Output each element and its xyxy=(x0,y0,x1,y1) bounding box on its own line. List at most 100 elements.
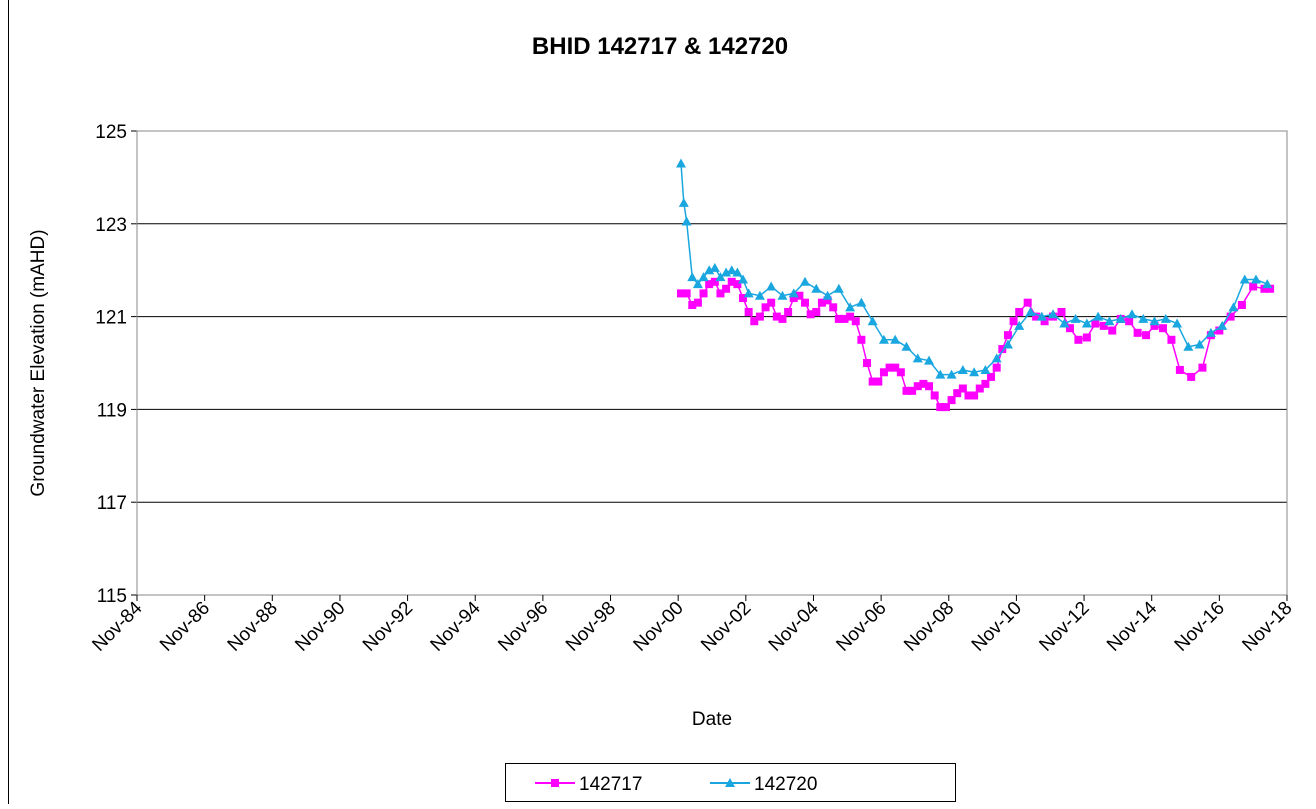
marker xyxy=(687,272,698,282)
x-tick-label: Nov-98 xyxy=(562,598,620,656)
marker xyxy=(941,403,950,412)
marker xyxy=(1194,339,1205,349)
marker xyxy=(767,298,776,307)
marker xyxy=(715,272,726,282)
marker xyxy=(1138,313,1149,323)
marker xyxy=(801,298,810,307)
x-tick-label: Nov-94 xyxy=(427,597,485,655)
x-tick-label: Nov-14 xyxy=(1103,597,1161,655)
marker xyxy=(991,353,1002,363)
y-tick-label: 121 xyxy=(95,308,127,329)
marker xyxy=(766,281,777,291)
marker xyxy=(867,316,878,326)
marker xyxy=(778,314,787,323)
marker xyxy=(902,386,911,395)
marker xyxy=(1133,328,1142,337)
marker xyxy=(1150,321,1159,330)
marker xyxy=(1226,312,1235,321)
plot-border xyxy=(136,130,1288,596)
marker xyxy=(891,363,900,372)
marker xyxy=(1108,326,1117,335)
marker xyxy=(777,290,788,300)
legend-marker xyxy=(551,779,559,787)
marker xyxy=(772,312,781,321)
marker xyxy=(981,379,990,388)
marker xyxy=(1032,312,1041,321)
chart-title: BHID 142717 & 142720 xyxy=(532,33,788,60)
marker xyxy=(845,302,856,312)
marker xyxy=(874,377,883,386)
marker xyxy=(1074,335,1083,344)
x-tick-label: Nov-12 xyxy=(1035,598,1093,656)
marker xyxy=(1262,279,1273,289)
marker xyxy=(1183,341,1194,351)
marker xyxy=(1125,317,1134,326)
marker xyxy=(1015,307,1024,316)
marker xyxy=(1091,319,1100,328)
marker xyxy=(958,384,967,393)
marker xyxy=(812,307,821,316)
marker xyxy=(1266,284,1275,293)
marker xyxy=(879,368,888,377)
x-tick-label: Nov-10 xyxy=(968,598,1026,656)
marker xyxy=(919,379,928,388)
marker xyxy=(1160,313,1171,323)
marker xyxy=(788,288,799,298)
marker xyxy=(1025,306,1036,316)
x-tick-label: Nov-18 xyxy=(1238,598,1296,656)
marker xyxy=(754,290,765,300)
marker xyxy=(727,277,736,286)
marker xyxy=(925,382,934,391)
marker xyxy=(698,272,709,282)
marker xyxy=(784,307,793,316)
marker xyxy=(1059,318,1070,328)
marker xyxy=(676,289,685,298)
marker xyxy=(833,283,844,293)
marker xyxy=(970,391,979,400)
marker xyxy=(1104,316,1115,326)
marker xyxy=(936,403,945,412)
marker xyxy=(1142,331,1151,340)
marker xyxy=(761,303,770,312)
marker xyxy=(908,386,917,395)
marker xyxy=(1172,318,1183,328)
marker xyxy=(930,391,939,400)
marker xyxy=(846,312,855,321)
marker xyxy=(795,291,804,300)
marker xyxy=(998,345,1007,354)
marker xyxy=(710,277,719,286)
marker xyxy=(863,359,872,367)
legend-label: 142720 xyxy=(754,774,817,795)
marker xyxy=(1167,335,1176,344)
marker xyxy=(953,389,962,398)
marker xyxy=(987,372,996,381)
marker xyxy=(1093,311,1104,321)
marker xyxy=(957,364,968,374)
marker xyxy=(1250,274,1261,284)
marker xyxy=(822,290,833,300)
marker xyxy=(935,369,946,379)
marker xyxy=(817,298,826,307)
x-tick-label: Nov-96 xyxy=(494,598,552,656)
marker xyxy=(1239,274,1250,284)
marker xyxy=(681,216,692,226)
x-tick-label: Nov-06 xyxy=(832,598,890,656)
marker xyxy=(1003,331,1012,340)
marker xyxy=(789,294,798,303)
marker xyxy=(738,274,749,284)
marker xyxy=(682,289,691,298)
marker xyxy=(878,334,889,344)
marker xyxy=(913,382,922,391)
marker xyxy=(726,265,737,275)
marker xyxy=(1217,320,1228,330)
marker xyxy=(1082,333,1091,342)
y-tick-label: 125 xyxy=(95,122,127,143)
marker xyxy=(800,276,811,286)
marker xyxy=(980,364,991,374)
marker xyxy=(1198,363,1207,372)
y-tick-label: 115 xyxy=(97,586,127,607)
marker xyxy=(721,267,732,277)
x-tick-label: Nov-02 xyxy=(697,598,755,656)
marker xyxy=(1158,324,1167,333)
